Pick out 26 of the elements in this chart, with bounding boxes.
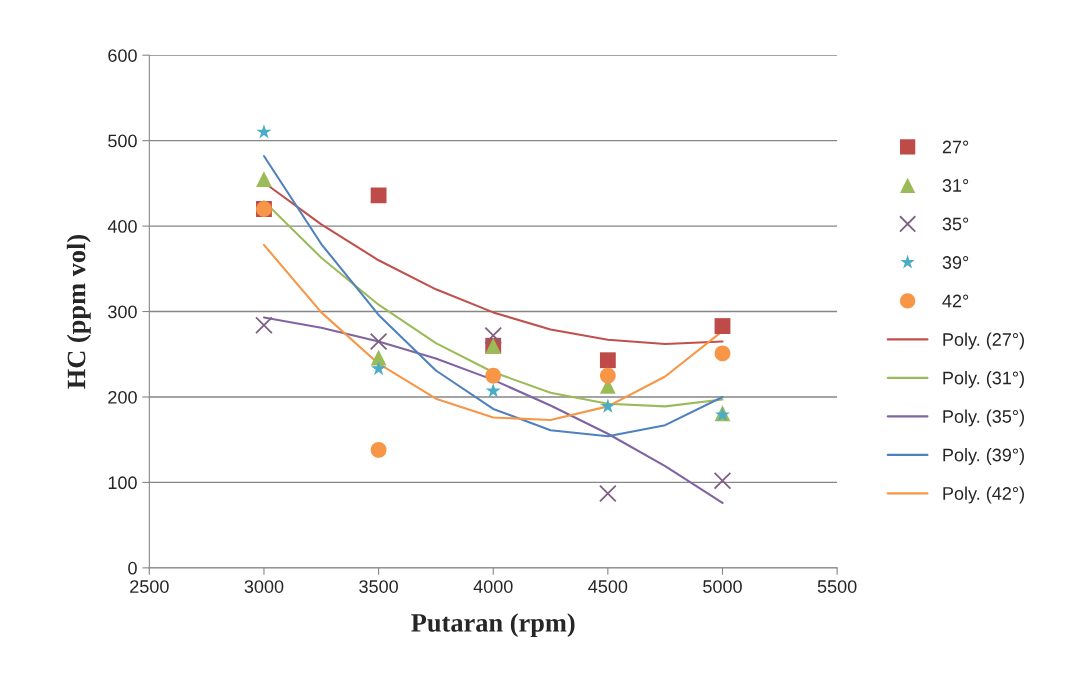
legend-label: 27°: [942, 140, 969, 154]
legend-label: Poly. (27°): [943, 332, 1024, 350]
y-tick-label: 600: [108, 49, 137, 62]
legend-label: 35°: [942, 217, 969, 231]
legend-label: Poly. (31°): [943, 371, 1024, 388]
y-tick-label: 400: [107, 220, 137, 233]
y-tick-label: 300: [108, 305, 137, 319]
x-tick-label: 4000: [473, 580, 513, 593]
y-tick-label: 0: [128, 561, 137, 575]
y-tick-label: 100: [108, 476, 137, 490]
legend-label: Poly. (35°): [943, 409, 1024, 427]
legend-label: Poly. (39°): [943, 448, 1024, 465]
legend-label: 42°: [942, 294, 969, 308]
legend-label: Poly. (42°): [943, 486, 1024, 504]
x-tick-label: 5000: [703, 580, 742, 593]
y-axis-title: HC (ppm vol): [66, 234, 91, 389]
y-tick-label: 500: [108, 134, 137, 148]
x-tick-label: 3500: [359, 580, 398, 593]
x-tick-label: 4500: [588, 580, 628, 593]
x-tick-label: 3000: [244, 580, 284, 593]
y-tick-label: 200: [108, 390, 137, 404]
x-axis-title: Putaran (rpm): [411, 613, 575, 638]
x-tick-label: 5500: [817, 580, 857, 593]
legend-label: 31°: [942, 179, 969, 192]
x-tick-label: 2500: [130, 580, 169, 593]
legend-label: 39°: [942, 256, 969, 269]
